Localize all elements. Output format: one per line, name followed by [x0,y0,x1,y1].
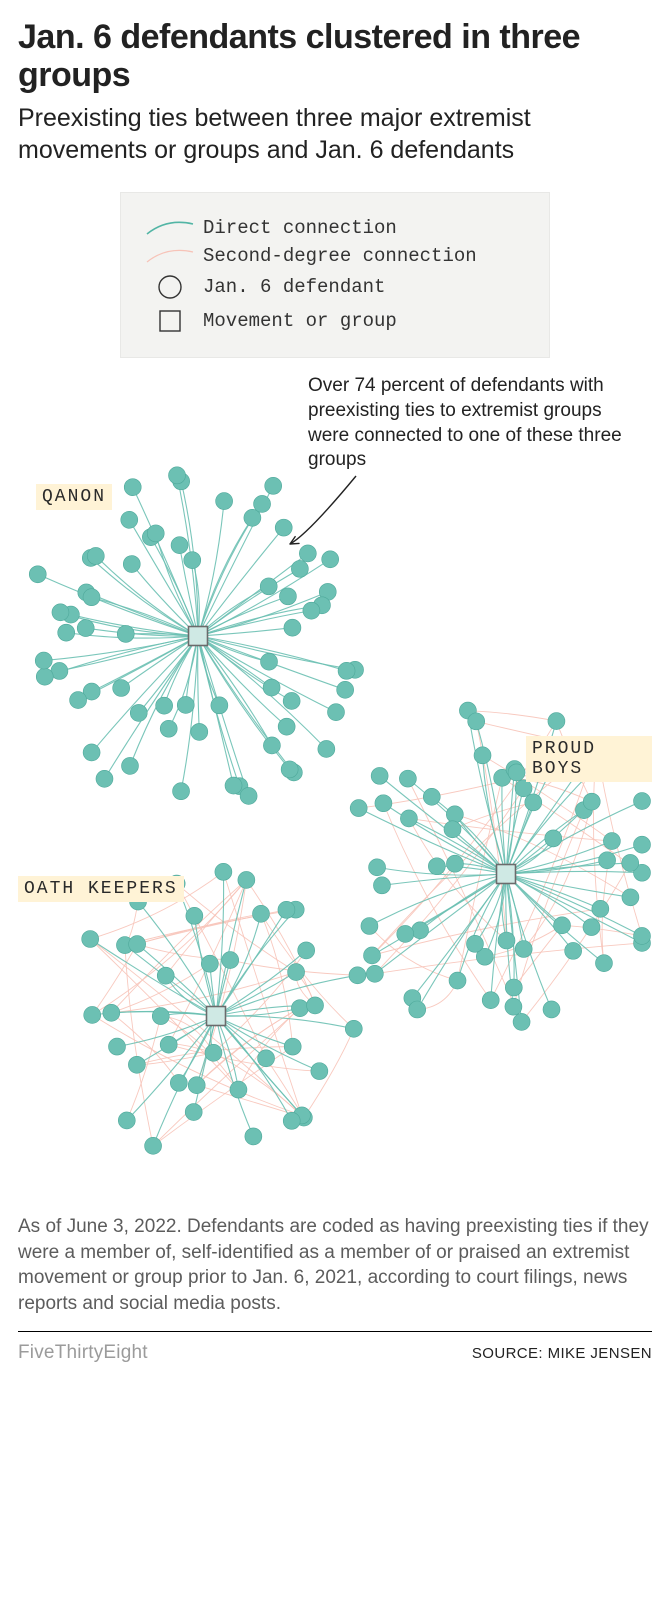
legend-swatch [143,246,197,266]
legend-row: Direct connection [143,217,527,239]
legend-label: Second-degree connection [197,245,477,267]
legend: Direct connection Second-degree connectio… [120,192,550,358]
footer-source: SOURCE: MIKE JENSEN [472,1345,652,1362]
hub-label-qanon: QANON [36,484,112,510]
chart-title: Jan. 6 defendants clustered in three gro… [18,18,652,94]
legend-row: Second-degree connection [143,245,527,267]
chart-subtitle: Preexisting ties between three major ext… [18,102,652,166]
legend-swatch [143,218,197,238]
footer-brand: FiveThirtyEight [18,1342,148,1364]
footnote: As of June 3, 2022. Defendants are coded… [18,1214,652,1317]
legend-label: Jan. 6 defendant [197,276,385,298]
legend-label: Movement or group [197,310,397,332]
network-chart: Over 74 percent of defendants with preex… [18,366,652,1196]
hub-label-proud_boys: PROUD BOYS [526,736,652,782]
legend-label: Direct connection [197,217,397,239]
legend-swatch [143,273,197,301]
footer: FiveThirtyEight SOURCE: MIKE JENSEN [18,1331,652,1364]
legend-row: Movement or group [143,307,527,335]
legend-swatch [143,307,197,335]
annotation-text: Over 74 percent of defendants with preex… [308,374,638,473]
hub-label-oath_keepers: OATH KEEPERS [18,876,184,902]
legend-row: Jan. 6 defendant [143,273,527,301]
